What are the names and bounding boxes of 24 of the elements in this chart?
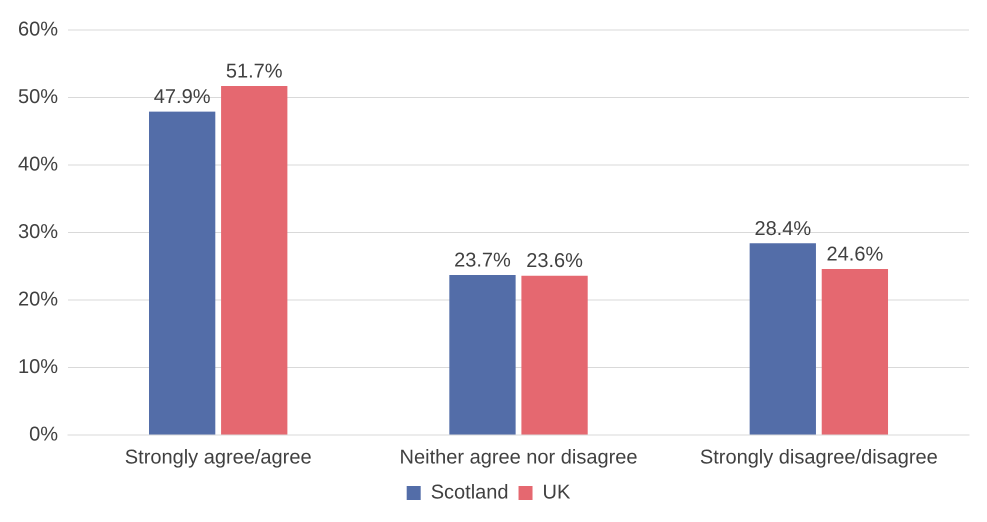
y-tick-label: 30%	[18, 221, 58, 244]
data-label: 23.7%	[454, 250, 512, 272]
legend-label: UK	[542, 482, 571, 504]
data-label: 28.4%	[754, 218, 812, 240]
bar	[449, 275, 516, 434]
x-tick-label: Strongly disagree/disagree	[700, 446, 938, 469]
y-tick-label: 60%	[18, 18, 58, 41]
data-label: 24.6%	[826, 243, 884, 266]
data-label: 23.6%	[526, 250, 584, 272]
bar	[750, 243, 816, 434]
bar	[221, 86, 288, 434]
bar	[521, 276, 588, 434]
bar	[148, 112, 216, 434]
y-tick-label: 40%	[18, 154, 58, 176]
y-tick-label: 0%	[29, 424, 58, 446]
data-label: 47.9%	[154, 86, 211, 108]
y-tick-label: 10%	[18, 356, 58, 378]
bar	[822, 268, 888, 434]
legend-label: Scotland	[430, 482, 509, 504]
y-tick-label: 50%	[18, 86, 58, 108]
x-tick-label: Strongly agree/agree	[124, 446, 312, 469]
data-label: 51.7%	[226, 60, 283, 83]
y-tick-label: 20%	[18, 288, 58, 311]
x-tick-label: Neither agree nor disagree	[400, 446, 638, 469]
